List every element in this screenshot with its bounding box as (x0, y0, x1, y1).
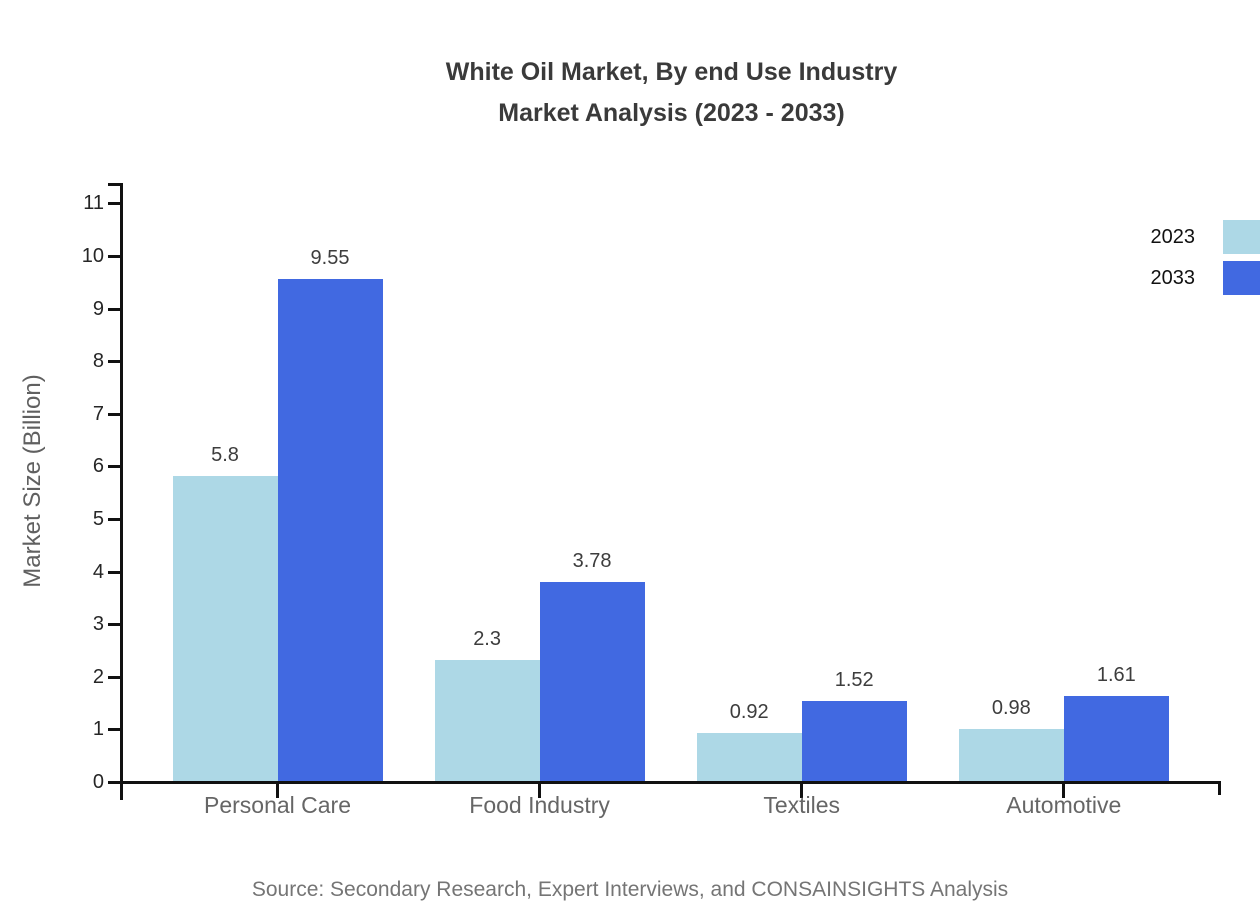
bar-value-2023-automotive: 0.98 (991, 697, 1031, 720)
bar-2023-textiles (696, 732, 802, 781)
y-axis-tick-label-7: 7 (92, 402, 104, 425)
category-label-food-industry: Food Industry (469, 792, 610, 818)
y-axis-tick-label-8: 8 (92, 350, 104, 373)
bar-2023-automotive (958, 729, 1064, 781)
y-axis-tick-10 (108, 255, 122, 258)
bar-value-2023-textiles: 0.92 (729, 700, 769, 723)
y-axis-tick-label-0: 0 (92, 771, 104, 793)
x-axis-line (120, 781, 1221, 784)
x-axis-right-cap-tick (1218, 781, 1221, 795)
x-axis-tick-automotive (1062, 784, 1066, 798)
bar-value-2033-personal-care: 9.55 (310, 246, 350, 269)
bar-2033-food-industry (539, 582, 645, 781)
y-axis-tick-label-6: 6 (92, 455, 104, 478)
bar-2023-food-industry (434, 660, 540, 781)
bar-value-2023-personal-care: 5.8 (211, 443, 239, 466)
category-label-automotive: Automotive (1006, 792, 1122, 818)
y-axis-tick-9 (108, 307, 122, 311)
x-axis-tick-textiles (800, 784, 804, 798)
bar-value-2033-textiles: 1.52 (834, 669, 874, 692)
y-axis-tick-4 (108, 570, 122, 574)
y-axis-tick-label-3: 3 (92, 613, 104, 636)
chart-subtitle: Market Analysis (2023 - 2033) (498, 99, 845, 127)
y-axis-tick-0 (108, 781, 122, 784)
y-axis-tick-label-9: 9 (92, 297, 104, 320)
y-axis-tick-label-1: 1 (92, 718, 104, 741)
source-text: Source: Secondary Research, Expert Inter… (251, 878, 1009, 901)
bar-value-2033-automotive: 1.61 (1096, 664, 1136, 687)
y-axis-tick-label-4: 4 (92, 560, 104, 583)
y-axis-tick-label-11: 11 (83, 192, 104, 215)
bar-value-2023-food-industry: 2.3 (473, 628, 501, 651)
chart-title-block: White Oil Market, By end Use Industry Ma… (122, 52, 1221, 134)
y-axis-tick-8 (108, 360, 122, 364)
y-axis-top-cap-tick (108, 183, 122, 186)
x-axis-tick-food-industry (538, 784, 542, 798)
bar-2023-personal-care (172, 475, 278, 781)
y-axis-tick-7 (108, 412, 122, 416)
legend-swatch-2023 (1223, 220, 1260, 254)
y-axis-tick-6 (108, 465, 122, 469)
bar-value-2033-food-industry: 3.78 (572, 550, 612, 573)
bar-2033-automotive (1063, 696, 1169, 781)
y-axis-tick-label-2: 2 (92, 665, 104, 688)
bar-2033-textiles (801, 701, 907, 781)
legend-label-2023: 2023 (1150, 226, 1196, 248)
y-axis-tick-3 (108, 623, 122, 627)
y-axis-tick-1 (108, 728, 122, 732)
chart-title: White Oil Market, By end Use Industry (445, 58, 898, 86)
y-axis-tick-11 (108, 202, 122, 206)
category-label-textiles: Textiles (763, 792, 841, 818)
category-label-personal-care: Personal Care (203, 792, 352, 818)
y-axis-tick-5 (108, 518, 122, 521)
y-axis-line (120, 183, 123, 800)
bar-2033-personal-care (277, 278, 383, 781)
x-axis-tick-personal-care (276, 784, 279, 798)
y-axis-tick-2 (108, 675, 122, 679)
legend-swatch-2033 (1223, 261, 1260, 295)
y-axis-tick-label-5: 5 (92, 508, 104, 530)
y-axis-tick-label-10: 10 (81, 245, 104, 267)
legend-label-2033: 2033 (1150, 267, 1196, 289)
